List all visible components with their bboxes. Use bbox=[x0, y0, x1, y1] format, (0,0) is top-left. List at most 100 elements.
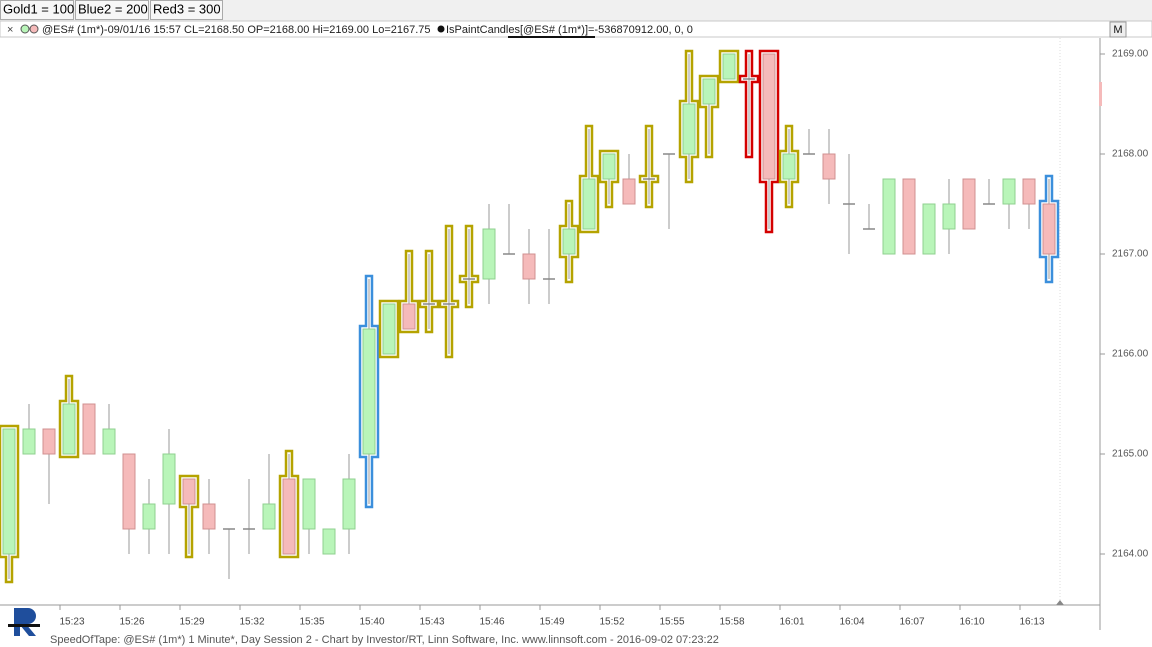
candle-body bbox=[622, 178, 636, 205]
candle-body bbox=[342, 478, 356, 530]
candle-body bbox=[22, 428, 36, 455]
paint-outline bbox=[718, 49, 740, 84]
icon[interactable] bbox=[29, 24, 39, 34]
x-tick-label: 16:10 bbox=[959, 617, 984, 628]
x-tick-label: 15:26 bbox=[119, 617, 144, 628]
candle-body bbox=[122, 453, 136, 530]
x-tick-label: 15:29 bbox=[179, 617, 204, 628]
paint-outline bbox=[778, 124, 800, 209]
paint-outline bbox=[398, 249, 420, 334]
candle-body bbox=[922, 203, 936, 255]
candle-body bbox=[602, 153, 616, 180]
paint-outline bbox=[418, 249, 440, 334]
candle-body bbox=[822, 153, 836, 180]
x-tick-label: 16:07 bbox=[899, 617, 924, 628]
y-tick-label: 2168.00 bbox=[1112, 149, 1149, 160]
candle-body bbox=[42, 428, 56, 455]
candle-body bbox=[1022, 178, 1036, 205]
legend-label: Red3 = 300 bbox=[153, 1, 221, 16]
x-tick-label: 15:49 bbox=[539, 617, 564, 628]
candle-body bbox=[722, 53, 736, 80]
candle-body bbox=[2, 428, 16, 555]
y-tick-label: 2164.00 bbox=[1112, 549, 1149, 560]
legend-box[interactable] bbox=[0, 0, 74, 20]
x-tick-label: 15:32 bbox=[239, 617, 264, 628]
candle-body bbox=[322, 528, 336, 555]
candle-body bbox=[1002, 178, 1016, 205]
toolbar bbox=[0, 0, 1152, 21]
paint-outline bbox=[178, 474, 200, 559]
legend-label: Blue2 = 200 bbox=[78, 1, 148, 16]
paint-outline bbox=[578, 124, 600, 234]
indicator-icon bbox=[437, 25, 445, 33]
candle-body bbox=[362, 328, 376, 455]
candle-body bbox=[62, 403, 76, 455]
x-tick-label: 15:46 bbox=[479, 617, 504, 628]
logo bbox=[8, 608, 40, 636]
x-tick-label: 16:01 bbox=[779, 617, 804, 628]
candle-body bbox=[562, 228, 576, 255]
candle-body bbox=[702, 78, 716, 105]
candle-body bbox=[162, 453, 176, 505]
candle-body bbox=[962, 178, 976, 230]
candle-body bbox=[402, 303, 416, 330]
candle-body bbox=[762, 53, 776, 180]
candle-body bbox=[302, 478, 316, 530]
candle-body bbox=[682, 103, 696, 155]
close-icon[interactable]: × bbox=[7, 24, 13, 36]
paint-outline bbox=[678, 49, 700, 184]
indicator-text: IsPaintCandles[@ES# (1m*)]=-536870912.00… bbox=[446, 24, 693, 36]
m-button-label[interactable]: M bbox=[1113, 24, 1122, 36]
candle-body bbox=[262, 503, 276, 530]
legend-box[interactable] bbox=[75, 0, 149, 20]
paint-outline bbox=[738, 49, 760, 159]
x-tick-label: 15:43 bbox=[419, 617, 444, 628]
candle-body bbox=[942, 203, 956, 230]
candle-body bbox=[782, 153, 796, 180]
candle-body bbox=[1042, 203, 1056, 255]
icon[interactable] bbox=[20, 24, 30, 34]
chart-title: @ES# (1m*)-09/01/16 15:57 CL=2168.50 OP=… bbox=[42, 24, 431, 36]
legend-box[interactable] bbox=[150, 0, 223, 20]
y-tick-label: 2169.00 bbox=[1112, 49, 1149, 60]
candle-body bbox=[82, 403, 96, 455]
candle-body bbox=[102, 428, 116, 455]
candle-body bbox=[522, 253, 536, 280]
x-tick-label: 15:55 bbox=[659, 617, 684, 628]
logo-mark bbox=[14, 608, 36, 636]
candle-body bbox=[182, 478, 196, 505]
paint-outline bbox=[438, 224, 460, 359]
x-tick-label: 15:58 bbox=[719, 617, 744, 628]
x-tick-label: 15:35 bbox=[299, 617, 324, 628]
paint-outline bbox=[638, 124, 660, 209]
paint-outline bbox=[458, 224, 480, 309]
price-marker bbox=[1099, 82, 1102, 106]
candle-body bbox=[482, 228, 496, 280]
paint-outline bbox=[558, 199, 580, 284]
candle-body bbox=[582, 178, 596, 230]
candle-body bbox=[382, 303, 396, 355]
paint-outline bbox=[758, 49, 780, 234]
x-tick-label: 16:13 bbox=[1019, 617, 1044, 628]
m-button[interactable] bbox=[1109, 21, 1127, 38]
cursor-marker bbox=[1056, 600, 1064, 605]
paint-outline bbox=[1038, 174, 1060, 284]
x-tick-label: 15:40 bbox=[359, 617, 384, 628]
y-tick-label: 2167.00 bbox=[1112, 249, 1149, 260]
paint-outline bbox=[358, 274, 380, 509]
x-tick-label: 16:04 bbox=[839, 617, 864, 628]
candle-body bbox=[282, 478, 296, 555]
footer: SpeedOfTape: @ES# (1m*) 1 Minute*, Day S… bbox=[50, 634, 719, 646]
logo-bar bbox=[8, 624, 40, 627]
y-tick-label: 2165.00 bbox=[1112, 449, 1149, 460]
paint-outline bbox=[378, 299, 400, 359]
paint-outline bbox=[278, 449, 300, 559]
legend-label: Gold1 = 100 bbox=[3, 1, 74, 16]
candle-body bbox=[202, 503, 216, 530]
x-tick-label: 15:23 bbox=[59, 617, 84, 628]
paint-outline bbox=[698, 74, 720, 159]
candle-body bbox=[142, 503, 156, 530]
candle-body bbox=[902, 178, 916, 255]
paint-outline bbox=[0, 424, 20, 584]
